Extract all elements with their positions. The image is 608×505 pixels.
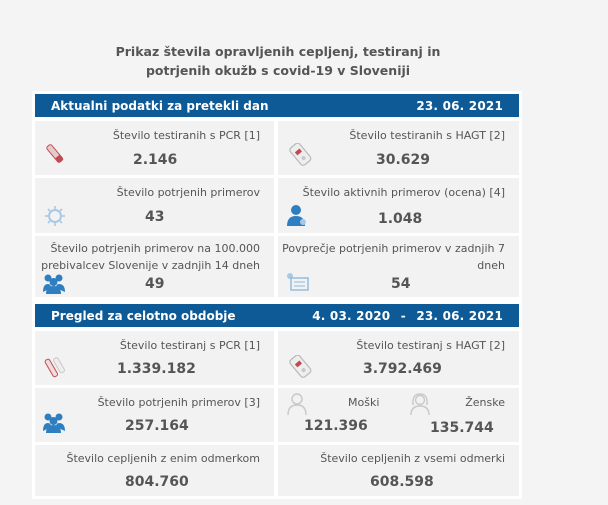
daily-avg7-label: Povprečje potrjenih primerov v zadnjih 7…: [282, 240, 505, 274]
section-header-overall-label: Pregled za celotno obdobje: [51, 308, 236, 323]
vacc-one-dose-value: 804.760: [125, 474, 189, 490]
section-header-overall: Pregled za celotno obdobje 4. 03. 2020 -…: [35, 304, 519, 327]
section-header-daily: Aktualni podatki za pretekli dan 23. 06.…: [35, 94, 519, 117]
overall-gender-card: Moški 121.396 Ženske 135.744: [278, 388, 519, 442]
virus-icon: [45, 206, 65, 226]
vacc-one-dose-label: Število cepljenih z enim odmerkom: [66, 452, 260, 465]
range-separator: -: [400, 308, 406, 323]
female-person-icon: [410, 393, 430, 416]
overall-hagt-card: Število testiranj s HAGT [2] 3.792.469: [278, 331, 519, 385]
female-label: Ženske: [465, 396, 505, 409]
daily-avg7-value: 54: [391, 276, 411, 292]
daily-pcr-card: Število testiranih s PCR [1] 2.146: [35, 121, 274, 175]
overall-hagt-value: 3.792.469: [363, 361, 442, 377]
range-end-date: 23. 06. 2021: [416, 308, 503, 323]
daily-per100k-label-line1: Število potrjenih primerov na 100.000: [50, 242, 260, 255]
hagt-test-icon: [289, 143, 312, 166]
daily-hagt-label: Število testiranih s HAGT [2]: [349, 129, 505, 142]
male-value: 121.396: [304, 418, 368, 434]
overall-confirmed-label: Število potrjenih primerov [3]: [97, 396, 260, 409]
daily-confirmed-card: Število potrjenih primerov 43: [35, 178, 274, 233]
daily-active-value: 1.048: [378, 211, 423, 227]
section-header-overall-range: 4. 03. 2020 - 23. 06. 2021: [312, 309, 503, 323]
vacc-all-doses-value: 608.598: [370, 474, 434, 490]
daily-confirmed-label: Število potrjenih primerov: [116, 186, 260, 199]
overall-pcr-value: 1.339.182: [117, 361, 196, 377]
calendar-icon: [287, 273, 309, 291]
page-title: Prikaz števila opravljenih cepljenj, tes…: [115, 44, 441, 78]
daily-per100k-value: 49: [145, 276, 165, 292]
people-group-icon: [43, 413, 65, 433]
swab-tube-icon: [46, 144, 64, 164]
male-person-icon: [287, 393, 307, 416]
vacc-one-dose-card: Število cepljenih z enim odmerkom 804.76…: [35, 445, 274, 496]
hagt-test-icon: [289, 355, 312, 378]
daily-hagt-card: Število testiranih s HAGT [2] 30.629: [278, 121, 519, 175]
female-value: 135.744: [430, 420, 494, 436]
daily-pcr-value: 2.146: [133, 152, 178, 168]
daily-per100k-label: Število potrjenih primerov na 100.000 pr…: [41, 240, 260, 274]
vacc-all-doses-card: Število cepljenih z vsemi odmerki 608.59…: [278, 445, 519, 496]
daily-pcr-label: Število testiranih s PCR [1]: [112, 129, 260, 142]
section-header-daily-label: Aktualni podatki za pretekli dan: [51, 98, 269, 113]
daily-per100k-card: Število potrjenih primerov na 100.000 pr…: [35, 236, 274, 297]
test-tubes-icon: [44, 357, 65, 378]
people-group-icon: [43, 274, 65, 294]
overall-pcr-label: Število testiranj s PCR [1]: [119, 339, 260, 352]
overall-confirmed-value: 257.164: [125, 418, 189, 434]
overall-confirmed-card: Število potrjenih primerov [3] 257.164: [35, 388, 274, 442]
vacc-all-doses-label: Število cepljenih z vsemi odmerki: [320, 452, 505, 465]
daily-confirmed-value: 43: [145, 209, 165, 225]
overall-pcr-card: Število testiranj s PCR [1] 1.339.182: [35, 331, 274, 385]
daily-avg7-label-line1: Povprečje potrjenih primerov v zadnjih 7: [282, 242, 505, 255]
daily-avg7-card: Povprečje potrjenih primerov v zadnjih 7…: [278, 236, 519, 297]
daily-hagt-value: 30.629: [376, 152, 431, 168]
range-start-date: 4. 03. 2020: [312, 308, 391, 323]
daily-active-label: Število aktivnih primerov (ocena) [4]: [302, 186, 505, 199]
person-icon: [287, 205, 306, 226]
overall-hagt-label: Število testiranj s HAGT [2]: [356, 339, 505, 352]
daily-per100k-label-line2: prebivalcev Slovenije v zadnjih 14 dneh: [41, 259, 260, 272]
male-label: Moški: [348, 396, 380, 409]
section-header-daily-date: 23. 06. 2021: [416, 98, 503, 113]
daily-avg7-label-line2: dneh: [477, 259, 505, 272]
daily-active-card: Število aktivnih primerov (ocena) [4] 1.…: [278, 178, 519, 233]
stats-panel: Aktualni podatki za pretekli dan 23. 06.…: [32, 91, 522, 499]
